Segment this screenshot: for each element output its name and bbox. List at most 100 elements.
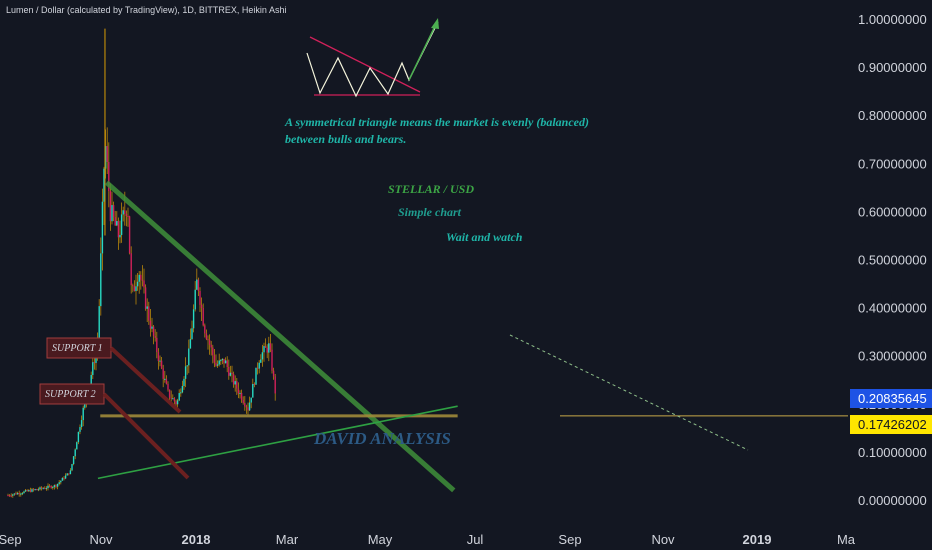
trendline-layer [97, 180, 848, 493]
candle-body [269, 343, 272, 350]
x-tick-label: 2018 [182, 532, 211, 547]
candle-body [128, 216, 131, 254]
candle-body [55, 485, 57, 487]
candle-body [116, 221, 118, 226]
candle-body [132, 285, 134, 287]
candle-body [218, 360, 220, 365]
candle-body [252, 383, 254, 398]
candle-body [58, 482, 60, 484]
candle-body [229, 372, 232, 376]
candle-body [7, 495, 9, 497]
candle-body [40, 487, 43, 489]
y-tick-label: 0.90000000 [858, 60, 927, 75]
triangle-pattern-icon [306, 18, 439, 98]
candle-body [16, 493, 19, 495]
candle-body [24, 490, 27, 492]
candle-body [154, 335, 156, 338]
x-tick-label: Jul [467, 532, 484, 547]
candle-body [103, 168, 105, 202]
candle-body [37, 489, 40, 491]
candle-body [109, 191, 112, 222]
candle-body [272, 370, 275, 377]
candle-body [45, 488, 48, 490]
candle-body [162, 368, 164, 379]
candle-body [68, 473, 70, 475]
candle-body [120, 214, 123, 236]
candle-body [10, 495, 12, 497]
watermark-label: DAVID ANALYSIS [313, 429, 451, 448]
candle-body [232, 374, 235, 385]
candle-body [52, 486, 54, 488]
candle-body [261, 352, 264, 360]
support-1-label: SUPPORT 1 [52, 343, 103, 354]
x-tick-label: Mar [276, 532, 299, 547]
candle-body [133, 286, 136, 292]
y-tick-label: 0.00000000 [858, 493, 927, 508]
candle-body [143, 280, 145, 288]
candle-body [266, 347, 268, 353]
candle-body [34, 489, 36, 491]
support-2-callout: SUPPORT 2 [39, 383, 190, 480]
candle-body [12, 494, 14, 496]
candle-body [101, 201, 104, 254]
candle-body [236, 381, 238, 389]
candle-body [256, 367, 259, 369]
candle-body [205, 333, 208, 339]
candle-body [18, 493, 20, 495]
candle-body [212, 347, 214, 356]
candle-body [159, 360, 161, 362]
candle-body [127, 216, 129, 218]
candle-body [26, 490, 28, 492]
candle-body [144, 287, 147, 309]
candle-body [140, 274, 142, 280]
current-price-value: 0.20835645 [858, 391, 927, 406]
candle-body [255, 367, 257, 385]
candle-body [160, 360, 163, 369]
x-tick-label: May [368, 532, 393, 547]
candle-body [231, 372, 233, 375]
candle-body [36, 489, 38, 491]
candle-body [152, 326, 155, 336]
candle-body [248, 402, 251, 411]
subtitle-label: Simple chart [398, 205, 462, 219]
candle-body [130, 253, 132, 286]
candle-body [168, 389, 171, 398]
candle-body [100, 253, 102, 307]
candle-body [240, 392, 243, 401]
candle-layer [7, 28, 276, 498]
candle-body [250, 397, 252, 403]
y-tick-label: 1.00000000 [858, 12, 927, 27]
candle-body [173, 398, 176, 402]
y-tick-label: 0.10000000 [858, 445, 927, 460]
description-line-2: between bulls and bears. [285, 132, 406, 146]
candle-body [44, 488, 46, 490]
candle-body [108, 162, 110, 192]
resistance-trendline[interactable] [104, 180, 456, 493]
candle-body [28, 490, 30, 492]
candle-body [178, 393, 180, 401]
candle-body [135, 286, 137, 292]
candle-body [72, 456, 75, 465]
ascending-support-line[interactable] [97, 405, 458, 480]
candle-body [82, 407, 84, 421]
description-line-1: A symmetrical triangle means the market … [284, 115, 589, 129]
candle-body [80, 420, 83, 428]
candle-body [98, 306, 100, 344]
candle-body [61, 477, 64, 481]
y-tick-label: 0.60000000 [858, 204, 927, 219]
candle-body [138, 274, 140, 282]
candle-body [167, 383, 169, 390]
candle-body [104, 146, 107, 169]
candle-body [220, 360, 222, 362]
candle-body [148, 306, 150, 321]
candle-body [125, 213, 128, 217]
support-1-callout: SUPPORT 1 [46, 337, 182, 414]
candle-body [192, 309, 195, 329]
candle-body [21, 493, 24, 495]
support-price-value: 0.17426202 [858, 417, 927, 432]
candle-body [226, 360, 228, 367]
candle-body [136, 281, 139, 287]
candle-body [39, 487, 41, 490]
candle-body [184, 366, 187, 379]
